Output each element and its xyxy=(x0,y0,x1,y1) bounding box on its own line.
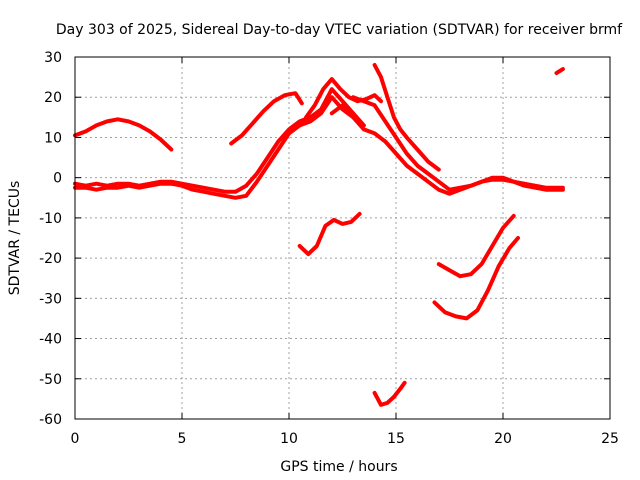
series-line-arc-neg-late-1 xyxy=(432,236,520,321)
series-line-arc-neg-late-2 xyxy=(436,213,516,279)
y-tick-label: -40 xyxy=(39,332,62,348)
y-tick-label: -10 xyxy=(39,211,62,227)
y-tick-label: 0 xyxy=(53,171,62,187)
y-tick-label: 30 xyxy=(44,50,62,66)
plot-frame xyxy=(74,56,611,420)
x-tick-label: 15 xyxy=(387,431,405,447)
series-line-arc-steep-drop xyxy=(372,63,441,172)
x-tick-label: 20 xyxy=(494,431,512,447)
y-axis-label: SDTVAR / TECUs xyxy=(7,181,23,296)
y-tick-label: -20 xyxy=(39,251,62,267)
y-tick-label: -60 xyxy=(39,412,62,428)
y-tick-label: 20 xyxy=(44,90,62,106)
series-line-arc-early-high xyxy=(73,117,174,152)
x-tick-label: 25 xyxy=(601,431,619,447)
series-line-arc-peak xyxy=(304,77,383,120)
series-line-arc-late-high xyxy=(554,67,565,76)
x-axis-label: GPS time / hours xyxy=(280,459,397,475)
x-tick-label: 5 xyxy=(178,431,187,447)
y-tick-label: 10 xyxy=(44,130,62,146)
series-line-arc-neg-mid xyxy=(297,211,362,257)
x-tick-label: 10 xyxy=(280,431,298,447)
series-line-arc-main-3 xyxy=(329,103,565,196)
series-line-arc-noon-high xyxy=(229,91,304,146)
y-tick-label: -50 xyxy=(39,372,62,388)
series-line-arc-neg-deep xyxy=(372,380,407,407)
tick-layer: 0 5 10 15 20 25 -60 -50 -40 -30 -20 -10 0 10 20 30 xyxy=(39,50,619,447)
series-line-arc-main-2 xyxy=(73,95,356,200)
series-layer xyxy=(73,63,565,407)
x-tick-label: 0 xyxy=(71,431,80,447)
chart-title: Day 303 of 2025, Sidereal Day-to-day VTE… xyxy=(56,22,623,38)
series-line-arc-main-1 xyxy=(73,87,366,194)
series-line-arc-main-4 xyxy=(351,95,565,192)
y-tick-label: -30 xyxy=(39,291,62,307)
